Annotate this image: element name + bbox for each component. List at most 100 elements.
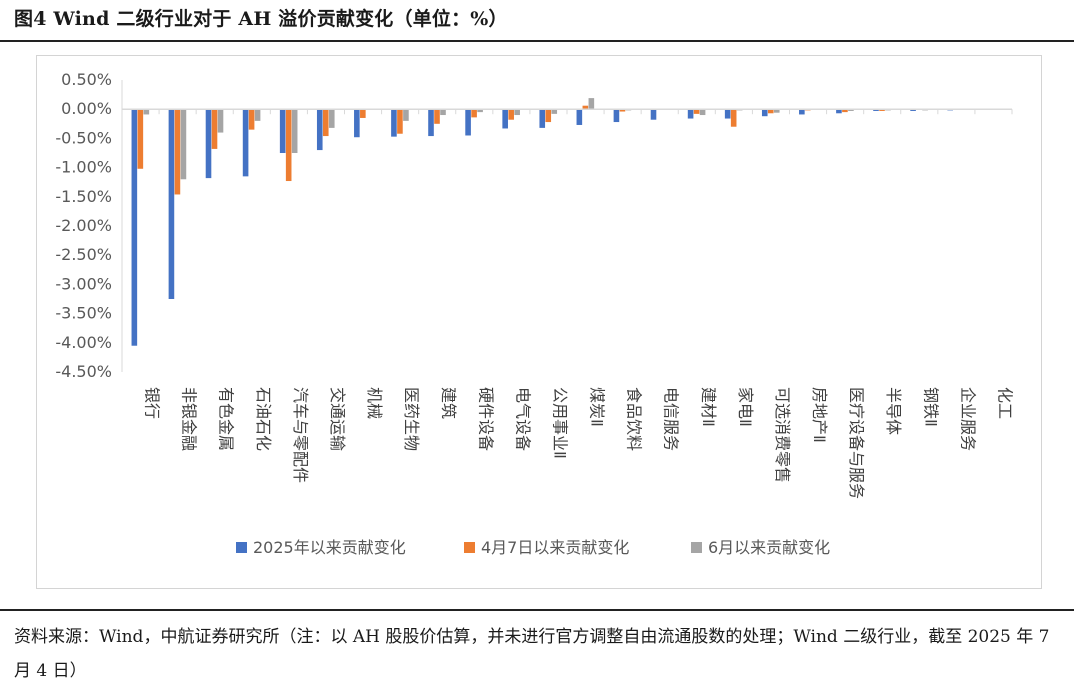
bar-2	[582, 105, 589, 110]
source-note: 资料来源：Wind，中航证券研究所（注：以 AH 股股价估算，并未进行官方调整自…	[14, 627, 1050, 681]
bar-1	[650, 109, 657, 120]
category-label: 汽车与零配件	[291, 387, 310, 483]
bar-3	[773, 109, 780, 113]
bar-1	[539, 109, 546, 128]
bar-3	[180, 109, 187, 180]
category-label: 房地产Ⅱ	[810, 387, 829, 443]
bar-1	[576, 109, 583, 125]
bar-3	[514, 109, 520, 116]
category-label: 医药生物	[402, 387, 421, 451]
category-label: 钢铁Ⅱ	[921, 387, 940, 427]
category-label: 公用事业Ⅱ	[550, 387, 569, 459]
y-tick-label: -4.00%	[55, 333, 112, 352]
category-label: 电信服务	[662, 387, 681, 451]
category-label: 机械	[365, 387, 384, 419]
bar-2	[842, 109, 848, 113]
bar-chart: 0.50% 0.00% -0.50% -1.00% -1.50% -2.00% -2.50%…	[55, 70, 1014, 557]
category-label: 煤炭Ⅱ	[588, 387, 607, 427]
y-tick-label: -2.50%	[55, 245, 112, 264]
y-tick-label: -1.00%	[55, 158, 112, 177]
bar-3	[328, 109, 335, 128]
bar-1	[502, 109, 508, 129]
bar-2	[730, 109, 737, 127]
y-tick-label: -2.00%	[55, 216, 112, 235]
category-label: 硬件设备	[476, 387, 495, 451]
category-label: 交通运输	[328, 387, 347, 451]
category-label: 半导体	[884, 387, 903, 435]
legend-swatch-3	[691, 542, 702, 553]
bar-3	[143, 109, 150, 115]
bar-1	[836, 109, 842, 114]
category-label: 企业服务	[958, 387, 977, 451]
bar-2	[619, 109, 626, 112]
bar-2	[767, 109, 774, 114]
bar-3	[848, 109, 854, 111]
category-label: 有色金属	[217, 387, 236, 451]
category-label: 建材Ⅱ	[699, 387, 718, 427]
category-label: 医疗设备与服务	[847, 387, 866, 499]
bar-3	[403, 109, 409, 121]
legend-label-1: 2025年以来贡献变化	[253, 538, 406, 557]
bar-1	[873, 109, 879, 111]
bar-2	[508, 109, 514, 120]
figure-title: 图4 Wind 二级行业对于 AH 溢价贡献变化（单位：%）	[14, 8, 508, 30]
y-tick-label: -3.00%	[55, 274, 112, 293]
bar-1	[428, 109, 434, 137]
bar-1	[316, 109, 323, 151]
category-label: 石油石化	[254, 387, 273, 451]
legend-swatch-1	[236, 542, 247, 553]
category-label: 电气设备	[513, 387, 532, 451]
y-tick-label: -1.50%	[55, 187, 112, 206]
bar-1	[131, 109, 138, 346]
category-label: 非银金融	[180, 387, 199, 451]
bar-2	[545, 109, 552, 123]
bar-3	[699, 109, 706, 116]
bar-1	[168, 109, 175, 299]
bar-3	[254, 109, 261, 121]
bar-1	[391, 109, 397, 137]
category-label: 银行	[143, 387, 162, 419]
bar-3	[291, 109, 298, 153]
bar-2	[322, 109, 329, 137]
bar-1	[613, 109, 620, 123]
bar-3	[551, 109, 558, 114]
bar-1	[799, 109, 805, 115]
bar-2	[879, 109, 885, 111]
y-tick-label: 0.50%	[61, 70, 112, 89]
bar-2	[248, 109, 255, 130]
bar-1	[910, 109, 916, 111]
bar-2	[285, 109, 292, 182]
category-label: 化工	[995, 387, 1014, 419]
bar-2	[360, 109, 366, 118]
category-label: 食品饮料	[625, 387, 644, 451]
bar-1	[279, 109, 286, 153]
y-tick-label: -3.50%	[55, 304, 112, 323]
bar-1	[354, 109, 360, 138]
bar-1	[242, 109, 249, 177]
bar-1	[761, 109, 768, 117]
bar-2	[174, 109, 181, 195]
top-rule	[0, 40, 1074, 42]
bar-2	[137, 109, 144, 169]
legend-swatch-2	[464, 542, 475, 553]
bar-2	[434, 109, 440, 124]
bar-3	[477, 109, 483, 113]
y-tick-label: 0.00%	[61, 99, 112, 118]
bar-3	[440, 109, 446, 116]
y-tick-label: -0.50%	[55, 128, 112, 147]
bottom-rule	[0, 609, 1074, 611]
category-label: 家电Ⅱ	[736, 387, 755, 427]
chart-frame	[36, 55, 1042, 589]
bar-3	[588, 98, 595, 110]
y-tick-label: -4.50%	[55, 362, 112, 381]
bar-1	[687, 109, 694, 119]
category-label: 建筑	[439, 387, 458, 419]
bar-3	[217, 109, 224, 133]
bar-2	[211, 109, 218, 149]
bar-1	[724, 109, 731, 119]
bar-1	[465, 109, 471, 136]
category-label: 可选消费零售	[773, 387, 792, 483]
bar-2	[397, 109, 403, 134]
legend-label-2: 4月7日以来贡献变化	[481, 538, 629, 557]
bar-1	[205, 109, 212, 179]
